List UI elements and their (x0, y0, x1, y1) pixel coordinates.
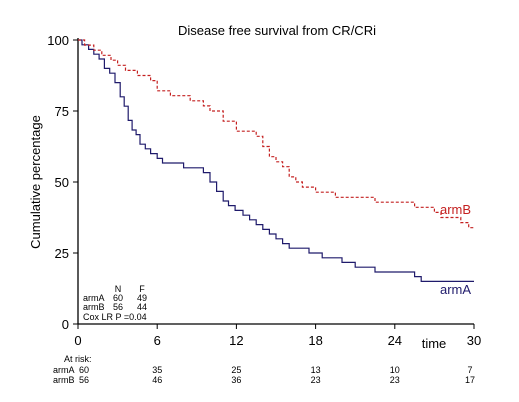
stats-row-f: 49 (137, 293, 147, 303)
x-tick-label: 18 (308, 333, 322, 348)
at-risk-count: 10 (390, 365, 400, 375)
series-lines: armB armA (78, 39, 474, 297)
x-tick-label: 30 (467, 333, 481, 348)
at-risk-count: 36 (231, 375, 241, 385)
at-risk-count: 56 (79, 375, 89, 385)
cox-p-value: Cox LR P =0.04 (83, 312, 147, 322)
series-line-armB (78, 39, 474, 229)
stats-header-n: N (115, 284, 122, 294)
axes: 0 25 50 75 100 0 6 12 18 24 30 (47, 33, 481, 348)
stats-row-name: armA (83, 293, 105, 303)
at-risk-count: 13 (311, 365, 321, 375)
series-label-armB: armB (440, 202, 471, 217)
at-risk-count: 46 (152, 375, 162, 385)
at-risk-count: 35 (152, 365, 162, 375)
x-axis-label: time (422, 336, 447, 351)
at-risk-row-name: armA (53, 365, 75, 375)
y-tick-label: 0 (62, 317, 69, 332)
at-risk-table: At risk:armA 60 35 25 13 10 7 armB 56 46 36 23 23 17 (53, 354, 475, 385)
at-risk-count: 17 (465, 375, 475, 385)
stats-row-n: 56 (113, 302, 123, 312)
y-tick-label: 25 (55, 246, 69, 261)
x-tick-label: 0 (74, 333, 81, 348)
y-tick-label: 75 (55, 104, 69, 119)
at-risk-count: 7 (467, 365, 472, 375)
stats-row-n: 60 (113, 293, 123, 303)
y-axis-label: Cumulative percentage (28, 115, 43, 249)
x-tick-label: 24 (388, 333, 402, 348)
series-label-armA: armA (440, 282, 471, 297)
y-tick-label: 50 (55, 175, 69, 190)
at-risk-row-name: armB (53, 375, 75, 385)
at-risk-label: At risk: (64, 354, 92, 364)
at-risk-count: 60 (79, 365, 89, 375)
series-line-armA (78, 39, 474, 282)
stats-row-name: armB (83, 302, 105, 312)
at-risk-count: 23 (390, 375, 400, 385)
stats-header-f: F (139, 284, 145, 294)
y-tick-label: 100 (47, 33, 69, 48)
x-tick-label: 6 (154, 333, 161, 348)
at-risk-count: 25 (231, 365, 241, 375)
chart-title: Disease free survival from CR/CRi (178, 23, 376, 38)
stats-row-f: 44 (137, 302, 147, 312)
x-tick-label: 12 (229, 333, 243, 348)
at-risk-count: 23 (311, 375, 321, 385)
